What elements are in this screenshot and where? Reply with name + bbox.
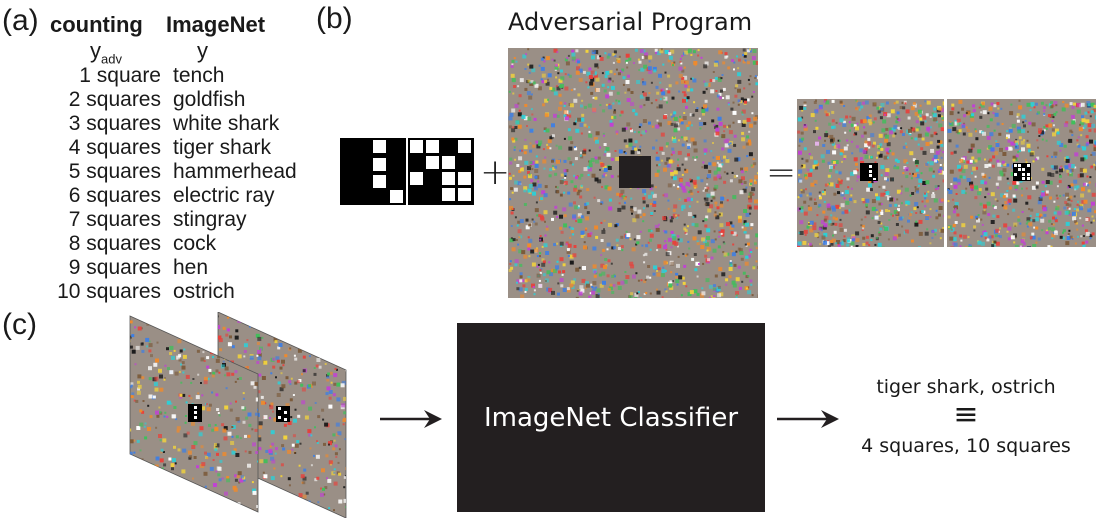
count-label: 8 squares [68,232,161,255]
output-imagenet-labels: tiger shark, ostrich [876,376,1056,398]
imagenet-class-label: tiger shark [173,136,272,159]
count-label: 6 squares [68,184,161,207]
imagenet-class-label: ostrich [173,280,235,303]
arrow-to-classifier [380,410,442,428]
panel-b-label: (b) [316,2,353,35]
imagenet-class-label: tench [173,64,225,87]
y-adv-base: y [90,38,101,63]
imagenet-class-label: stingray [173,208,247,231]
imagenet-class-label: goldfish [173,88,246,111]
imagenet-classifier-box: ImageNet Classifier [457,323,765,512]
arrow-to-output [777,410,839,428]
count-label: 4 squares [68,136,161,159]
result-image-1 [797,99,944,247]
count-label: 7 squares [68,208,161,231]
imagenet-class-label: electric ray [173,184,275,207]
panel-c-label: (c) [2,308,37,341]
adversarial-program-title: Adversarial Program [508,8,753,36]
counting-header: counting [50,12,143,37]
count-label: 5 squares [68,160,161,183]
counting-image-4-squares [340,138,406,205]
result-image-2 [947,99,1096,247]
imagenet-class-label: hammerhead [173,160,297,183]
count-label: 1 square [79,64,161,87]
plus-sign: + [480,152,511,193]
imagenet-class-label: white shark [173,112,280,135]
count-label: 2 squares [68,88,161,111]
noise-texture [797,99,944,247]
y-adv-symbol: yadv [90,38,122,66]
imagenet-header: ImageNet [166,12,266,37]
y-symbol: y [197,38,208,63]
adversarial-program-image [508,48,758,298]
classifier-label: ImageNet Classifier [483,402,739,433]
noise-texture [508,48,758,298]
input-image-stack [129,312,347,518]
equals-sign: = [766,152,797,193]
imagenet-class-label: cock [173,232,217,255]
imagenet-class-label: hen [173,256,209,279]
counting-image-10-squares [408,138,474,205]
center-patch [619,156,651,188]
count-label: 10 squares [57,280,161,303]
count-label: 3 squares [68,112,161,135]
equivalence-symbol: ≡ [953,397,979,432]
output-counting-labels: 4 squares, 10 squares [861,435,1071,457]
panel-a-label: (a) [2,4,39,37]
y-adv-subscript: adv [101,51,122,67]
noise-texture [947,99,1096,247]
embedded-counting-image [1013,163,1031,181]
count-label: 9 squares [68,256,161,279]
